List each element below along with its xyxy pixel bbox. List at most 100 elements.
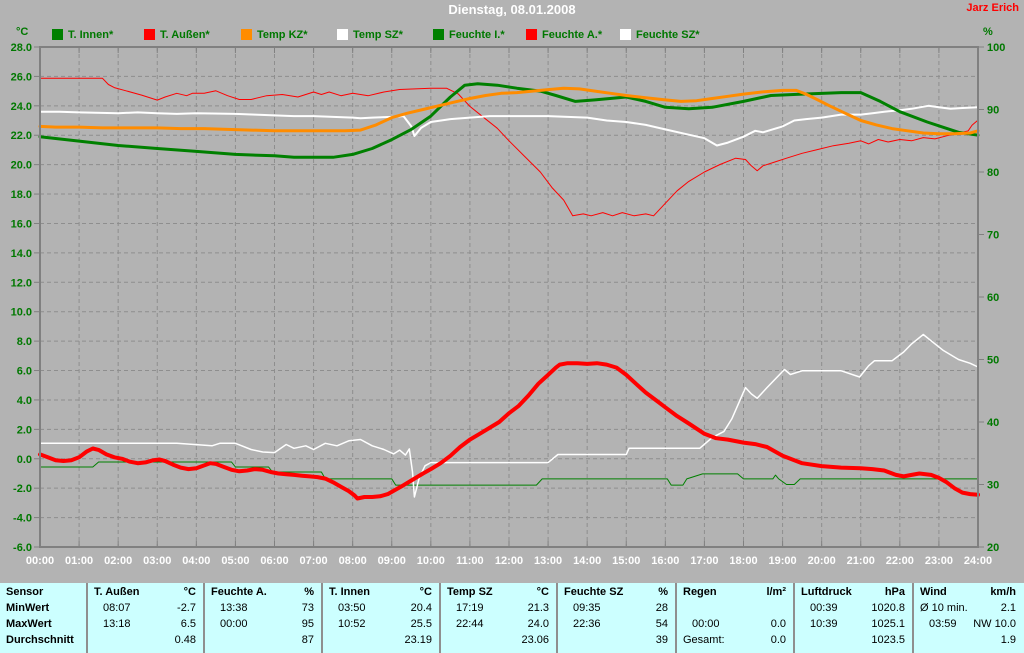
table-col-unit: °C (419, 586, 432, 598)
legend-label: Feuchte SZ* (636, 28, 700, 41)
legend-item: Temp KZ* (241, 28, 308, 41)
x-axis-tick-label: 09:00 (378, 555, 406, 567)
left-axis-tick-label: 12.0 (11, 277, 32, 289)
series-lines (38, 77, 980, 501)
legend-swatch-icon (144, 29, 155, 40)
legend-label: Feuchte A.* (542, 28, 603, 41)
legend-swatch-icon (241, 29, 252, 40)
series-line (39, 104, 979, 147)
table-column-divider (793, 583, 795, 653)
table-avg-value: 1023.5 (871, 634, 905, 646)
table-col-name: Wind (920, 586, 947, 598)
right-axis-tick-label: 100 (987, 42, 1005, 54)
series-line (39, 77, 979, 217)
left-axis-tick-label: 10.0 (11, 307, 32, 319)
legend-item: T. Außen* (144, 28, 210, 41)
right-axis-tick-label: 80 (987, 167, 999, 179)
table-col-name: T. Außen (94, 586, 140, 598)
x-axis-tick-label: 11:00 (456, 555, 484, 567)
x-axis-tick-label: 16:00 (651, 555, 679, 567)
left-axis-unit: °C (16, 26, 29, 38)
table-avg-value: 23.19 (404, 634, 432, 646)
plot-frame (39, 46, 979, 548)
table-col-name: Feuchte SZ (564, 586, 624, 598)
table-row-label: MaxWert (6, 618, 52, 630)
series-line (38, 82, 980, 159)
table-col-name: Regen (683, 586, 717, 598)
table-column-divider (912, 583, 914, 653)
x-axis-tick-label: 15:00 (612, 555, 640, 567)
table-max-time: 00:00 (220, 618, 248, 630)
table-avg-value: 23.06 (521, 634, 549, 646)
table-min-time: 03:50 (338, 602, 366, 614)
table-column-divider (675, 583, 677, 653)
table-max-value: 0.0 (770, 618, 786, 630)
x-axis-tick-label: 23:00 (925, 555, 953, 567)
table-max-time: 22:36 (573, 618, 601, 630)
x-axis-tick-label: 04:00 (182, 555, 210, 567)
left-axis-tick-label: 6.0 (17, 366, 32, 378)
legend-swatch-icon (620, 29, 631, 40)
table-min-time: Ø 10 min. (920, 602, 968, 614)
table-max-value: 95 (301, 618, 314, 630)
table-max-time: 13:18 (103, 618, 131, 630)
table-min-time: 13:38 (220, 602, 248, 614)
x-axis-tick-label: 18:00 (729, 555, 757, 567)
table-min-value: 21.3 (527, 602, 549, 614)
table-avg-value: 87 (301, 634, 314, 646)
left-axis-tick-label: 8.0 (17, 336, 32, 348)
x-axis-tick-label: 07:00 (300, 555, 328, 567)
x-axis-tick-label: 24:00 (964, 555, 992, 567)
legend-item: Temp SZ* (337, 28, 403, 41)
left-axis-tick-label: 4.0 (17, 395, 32, 407)
chart-plot: -6.0 -4.0 -2.0 0.0 2.0 4.0 6.0 8.0 10.0 12.0 14.0 1… (11, 42, 1006, 567)
series-line (38, 86, 980, 136)
table-column-divider (203, 583, 205, 653)
table-max-value: NW 10.0 (973, 618, 1016, 630)
author-label: Jarz Erich (966, 2, 1019, 14)
left-axis-tick-label: -2.0 (13, 483, 32, 495)
legend-item: Feuchte I.* (433, 28, 505, 41)
legend-swatch-icon (52, 29, 63, 40)
table-col-unit: % (304, 586, 314, 598)
right-axis-tick-label: 20 (987, 542, 999, 554)
x-axis-tick-label: 21:00 (847, 555, 875, 567)
table-col-unit: hPa (884, 586, 905, 598)
legend-item: Feuchte A.* (526, 28, 602, 41)
axis-ticks-and-labels: -6.0 -4.0 -2.0 0.0 2.0 4.0 6.0 8.0 10.0 12.0 14.0 1… (11, 42, 1006, 567)
table-col-unit: km/h (990, 586, 1016, 598)
table-max-value: 25.5 (410, 618, 432, 630)
right-axis-unit: % (983, 26, 993, 38)
right-axis-tick-label: 70 (987, 230, 999, 242)
x-axis-tick-label: 06:00 (260, 555, 288, 567)
left-axis-tick-label: 24.0 (11, 101, 32, 113)
left-axis-tick-label: 22.0 (11, 130, 32, 142)
table-max-value: 6.5 (180, 618, 196, 630)
stats-table: Sensor MinWert MaxWert Durchschnitt T. Außen… (0, 583, 1024, 653)
left-axis-tick-label: -4.0 (13, 513, 32, 525)
legend-swatch-icon (433, 29, 444, 40)
table-max-time: 10:39 (810, 618, 838, 630)
x-axis-tick-label: 02:00 (104, 555, 132, 567)
legend-label: T. Außen* (160, 28, 210, 41)
table-min-value: 1020.8 (871, 602, 905, 614)
table-max-time: 00:00 (692, 618, 720, 630)
table-column-divider (556, 583, 558, 653)
x-axis-tick-label: 22:00 (886, 555, 914, 567)
left-axis-tick-label: 16.0 (11, 218, 32, 230)
series-line (39, 461, 979, 486)
table-min-time: 00:39 (810, 602, 838, 614)
right-axis-tick-label: 60 (987, 292, 999, 304)
x-axis-tick-label: 12:00 (495, 555, 523, 567)
table-max-time: 22:44 (456, 618, 484, 630)
right-axis-tick-label: 40 (987, 417, 999, 429)
left-axis-tick-label: 20.0 (11, 160, 32, 172)
x-axis-tick-label: 05:00 (221, 555, 249, 567)
legend-label: Temp SZ* (353, 28, 403, 41)
legend-item: Feuchte SZ* (620, 28, 700, 41)
table-min-time: 09:35 (573, 602, 601, 614)
x-axis-tick-label: 13:00 (534, 555, 562, 567)
table-max-value: 54 (655, 618, 668, 630)
table-col-unit: °C (536, 586, 549, 598)
left-axis-tick-label: 14.0 (11, 248, 32, 260)
